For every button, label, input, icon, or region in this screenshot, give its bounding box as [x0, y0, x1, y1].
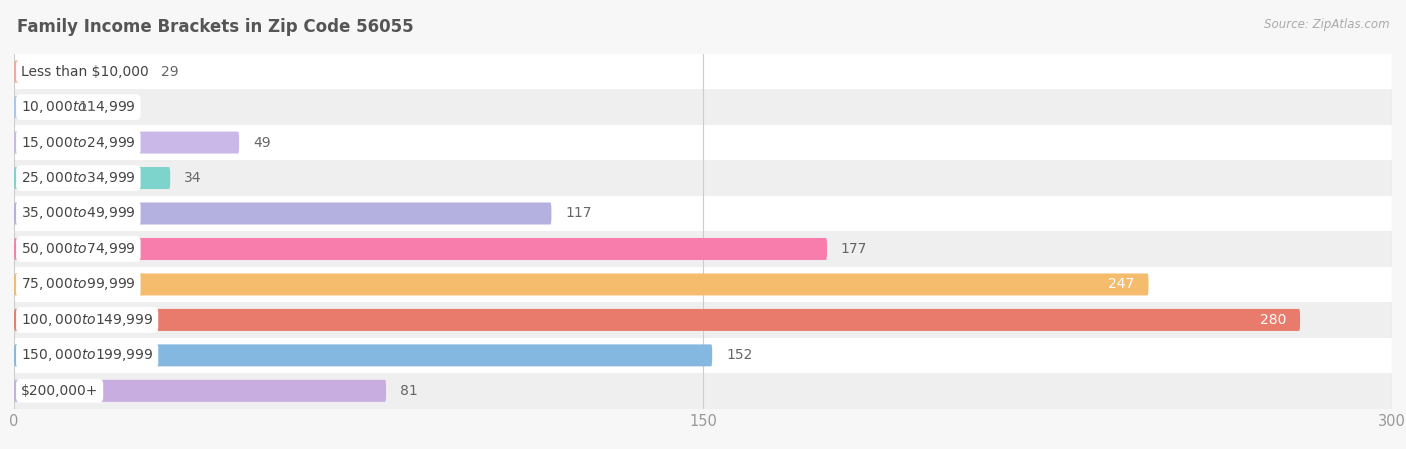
Text: Source: ZipAtlas.com: Source: ZipAtlas.com [1264, 18, 1389, 31]
Text: Family Income Brackets in Zip Code 56055: Family Income Brackets in Zip Code 56055 [17, 18, 413, 36]
Text: 177: 177 [841, 242, 868, 256]
Text: $10,000 to $14,999: $10,000 to $14,999 [21, 99, 136, 115]
Text: 49: 49 [253, 136, 270, 150]
FancyBboxPatch shape [14, 238, 827, 260]
Text: $50,000 to $74,999: $50,000 to $74,999 [21, 241, 136, 257]
Text: $200,000+: $200,000+ [21, 384, 98, 398]
Bar [14, 125, 1392, 160]
Text: 81: 81 [399, 384, 418, 398]
FancyBboxPatch shape [14, 61, 148, 83]
Bar [14, 267, 1392, 302]
Text: 34: 34 [184, 171, 201, 185]
FancyBboxPatch shape [14, 344, 713, 366]
Text: 29: 29 [162, 65, 179, 79]
Text: $35,000 to $49,999: $35,000 to $49,999 [21, 206, 136, 221]
Bar [14, 302, 1392, 338]
Text: $150,000 to $199,999: $150,000 to $199,999 [21, 348, 153, 363]
FancyBboxPatch shape [14, 380, 387, 402]
Text: 152: 152 [725, 348, 752, 362]
Text: 280: 280 [1260, 313, 1286, 327]
Text: $25,000 to $34,999: $25,000 to $34,999 [21, 170, 136, 186]
Bar [14, 160, 1392, 196]
Bar [14, 373, 1392, 409]
FancyBboxPatch shape [14, 273, 1149, 295]
Bar [14, 89, 1392, 125]
FancyBboxPatch shape [14, 96, 65, 118]
FancyBboxPatch shape [14, 167, 170, 189]
Text: 117: 117 [565, 207, 592, 220]
Text: $100,000 to $149,999: $100,000 to $149,999 [21, 312, 153, 328]
Bar [14, 196, 1392, 231]
Text: Less than $10,000: Less than $10,000 [21, 65, 149, 79]
Text: 11: 11 [79, 100, 96, 114]
FancyBboxPatch shape [14, 202, 551, 224]
Text: 247: 247 [1108, 277, 1135, 291]
Bar [14, 231, 1392, 267]
FancyBboxPatch shape [14, 309, 1301, 331]
Bar [14, 338, 1392, 373]
FancyBboxPatch shape [14, 132, 239, 154]
Text: $75,000 to $99,999: $75,000 to $99,999 [21, 277, 136, 292]
Text: $15,000 to $24,999: $15,000 to $24,999 [21, 135, 136, 150]
Bar [14, 54, 1392, 89]
